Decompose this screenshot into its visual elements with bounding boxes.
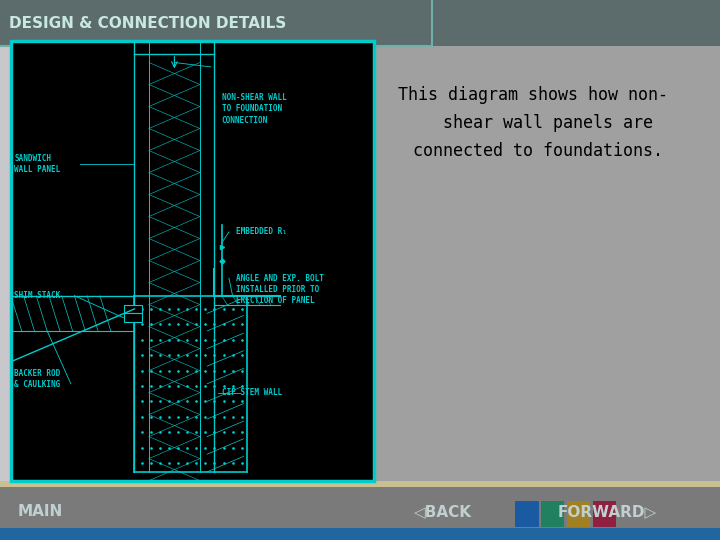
Text: SANDWICH
WALL PANEL: SANDWICH WALL PANEL — [14, 154, 60, 174]
Text: NON-SHEAR WALL
TO FOUNDATION
CONNECTION: NON-SHEAR WALL TO FOUNDATION CONNECTION — [222, 93, 287, 125]
Text: FORWARD▷: FORWARD▷ — [558, 504, 657, 519]
Bar — [541, 501, 564, 526]
Bar — [515, 501, 539, 526]
Bar — [0, 0, 259, 491]
Bar — [0, 486, 720, 540]
Text: BACKER ROD
& CAULKING: BACKER ROD & CAULKING — [14, 369, 60, 389]
Text: This diagram shows how non-
   shear wall panels are
 connected to foundations.: This diagram shows how non- shear wall p… — [397, 86, 668, 160]
Text: CIP STEM WALL: CIP STEM WALL — [222, 388, 282, 397]
Bar — [11, 40, 374, 481]
Text: ANGLE AND EXP. BOLT
INSTALLED PRIOR TO
ERECTION OF PANEL: ANGLE AND EXP. BOLT INSTALLED PRIOR TO E… — [236, 274, 324, 305]
Text: EMBEDDED Rₗ: EMBEDDED Rₗ — [236, 227, 287, 237]
Bar — [593, 501, 616, 526]
Text: DESIGN & CONNECTION DETAILS: DESIGN & CONNECTION DETAILS — [9, 16, 286, 31]
Polygon shape — [11, 46, 266, 68]
Bar — [124, 305, 142, 313]
Bar — [0, 528, 720, 540]
Text: MAIN: MAIN — [18, 504, 63, 519]
Text: ◁BACK: ◁BACK — [414, 504, 472, 519]
Bar — [567, 501, 590, 526]
Text: SHIM STACK: SHIM STACK — [14, 291, 60, 300]
Bar — [0, 481, 720, 487]
Bar — [0, 0, 720, 46]
Bar — [124, 313, 142, 322]
